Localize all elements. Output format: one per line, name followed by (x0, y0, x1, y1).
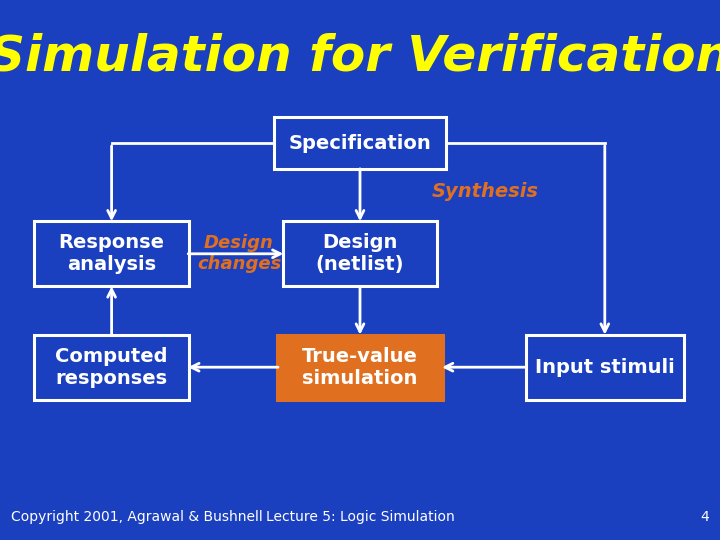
Text: True-value
simulation: True-value simulation (302, 347, 418, 388)
Text: Simulation for Verification: Simulation for Verification (0, 33, 720, 80)
FancyBboxPatch shape (277, 335, 443, 400)
Text: Synthesis: Synthesis (432, 182, 539, 201)
Text: Computed
responses: Computed responses (55, 347, 168, 388)
Text: 4: 4 (701, 510, 709, 524)
Text: Copyright 2001, Agrawal & Bushnell: Copyright 2001, Agrawal & Bushnell (11, 510, 263, 524)
FancyBboxPatch shape (35, 335, 189, 400)
FancyBboxPatch shape (35, 221, 189, 286)
Text: Design
changes: Design changes (197, 234, 282, 273)
FancyBboxPatch shape (526, 335, 684, 400)
Text: Design
(netlist): Design (netlist) (316, 233, 404, 274)
Text: Response
analysis: Response analysis (58, 233, 165, 274)
Text: Lecture 5: Logic Simulation: Lecture 5: Logic Simulation (266, 510, 454, 524)
FancyBboxPatch shape (274, 117, 446, 168)
Text: Input stimuli: Input stimuli (535, 357, 675, 377)
FancyBboxPatch shape (283, 221, 438, 286)
Text: Specification: Specification (289, 133, 431, 153)
